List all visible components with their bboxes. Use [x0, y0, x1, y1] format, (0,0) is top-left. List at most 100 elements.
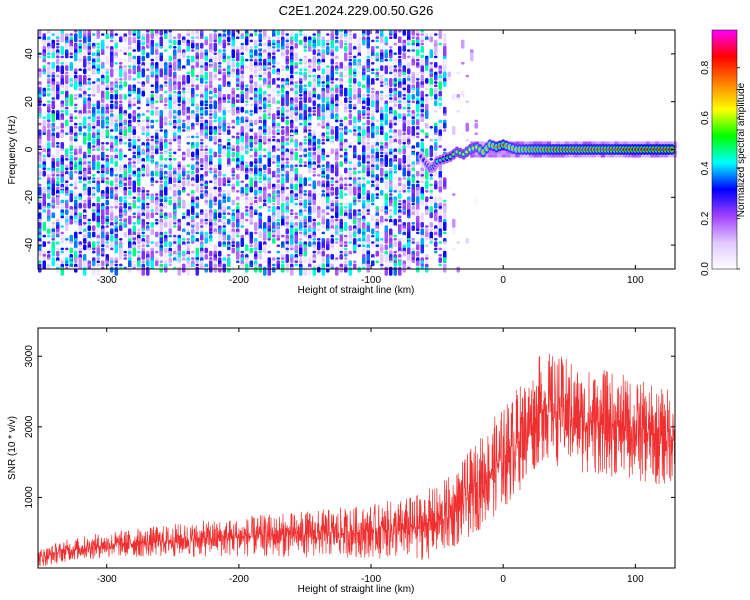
- heatmap-cell: [281, 174, 285, 177]
- heatmap-cell: [438, 49, 442, 55]
- heatmap-cell: [488, 151, 493, 155]
- heatmap-cell: [146, 52, 150, 59]
- heatmap-cell: [254, 196, 258, 199]
- heatmap-cell: [438, 122, 442, 129]
- heatmap-cell: [83, 241, 87, 244]
- heatmap-cell: [339, 154, 343, 158]
- heatmap-cell: [366, 132, 370, 139]
- heatmap-cell: [209, 148, 213, 155]
- heatmap-cell: [344, 39, 348, 43]
- heatmap-cell: [308, 231, 312, 235]
- heatmap-cell: [434, 100, 438, 107]
- heatmap-cell: [164, 206, 168, 209]
- heatmap-cell: [456, 110, 460, 113]
- heatmap-cell: [393, 58, 397, 62]
- heatmap-cell: [173, 234, 177, 238]
- heatmap-cell: [348, 260, 352, 267]
- heatmap-cell: [177, 180, 181, 183]
- heatmap-cell: [204, 103, 208, 107]
- heatmap-cell: [353, 84, 357, 94]
- heatmap-cell: [429, 183, 433, 187]
- heatmap-cell: [146, 30, 150, 33]
- heatmap-cell: [231, 62, 235, 68]
- heatmap-cell: [240, 68, 244, 71]
- heatmap-cell: [515, 141, 520, 145]
- heatmap-cell: [330, 129, 334, 135]
- heatmap-cell: [258, 58, 262, 62]
- heatmap-cell: [375, 74, 379, 78]
- heatmap-cell: [105, 36, 109, 39]
- heatmap-cell: [123, 113, 127, 116]
- heatmap-cell: [465, 100, 469, 103]
- heatmap-cell: [357, 119, 361, 123]
- heatmap-cell: [186, 135, 190, 139]
- heatmap-cell: [191, 241, 195, 244]
- heatmap-cell: [83, 186, 87, 190]
- heatmap-cell: [87, 52, 91, 55]
- heatmap-cell: [321, 154, 325, 161]
- heatmap-cell: [101, 129, 105, 139]
- heatmap-cell: [60, 225, 64, 228]
- heatmap-cell: [150, 58, 154, 62]
- heatmap-cell: [47, 52, 51, 55]
- heatmap-cell: [254, 113, 258, 119]
- heatmap-cell: [366, 170, 370, 177]
- heatmap-cell: [96, 84, 100, 94]
- heatmap-cell: [123, 196, 127, 199]
- heatmap-cell: [299, 266, 303, 276]
- heatmap-cell: [272, 212, 276, 215]
- heatmap-cell: [236, 81, 240, 84]
- heatmap-cell: [407, 84, 411, 94]
- heatmap-cell: [407, 49, 411, 52]
- heatmap-cell: [276, 90, 280, 94]
- heatmap-cell: [227, 110, 231, 113]
- heatmap-cell: [569, 154, 574, 158]
- heatmap-cell: [393, 158, 397, 161]
- heatmap-cell: [321, 250, 325, 257]
- heatmap-cell: [420, 42, 424, 46]
- heatmap-cell: [429, 84, 433, 87]
- heatmap-cell: [42, 151, 46, 155]
- heatmap-cell: [371, 244, 375, 247]
- heatmap-cell: [254, 254, 258, 257]
- heatmap-cell: [240, 250, 244, 254]
- heatmap-cell: [164, 186, 168, 196]
- heatmap-cell: [416, 135, 420, 139]
- heatmap-cell: [456, 71, 460, 75]
- heatmap-cell: [87, 148, 91, 155]
- heatmap-cell: [204, 145, 208, 148]
- heatmap-cell: [294, 202, 298, 206]
- heatmap-cell: [663, 141, 669, 145]
- heatmap-cell: [285, 81, 289, 84]
- heatmap-cell: [407, 55, 411, 59]
- heatmap-cell: [213, 132, 217, 135]
- heatmap-cell: [132, 129, 136, 135]
- heatmap-cell: [519, 141, 525, 145]
- heatmap-cell: [276, 196, 280, 206]
- heatmap-cell: [164, 119, 168, 123]
- heatmap-cell: [74, 164, 78, 167]
- heatmap-cell: [614, 154, 619, 158]
- heatmap-cell: [186, 177, 190, 180]
- heatmap-cell: [74, 228, 78, 231]
- heatmap-cell: [344, 234, 348, 238]
- heatmap-cell: [321, 186, 325, 190]
- heatmap-cell: [389, 145, 393, 148]
- heatmap-cell: [159, 100, 163, 103]
- heatmap-cell: [56, 36, 60, 39]
- heatmap-cell: [375, 260, 379, 263]
- heatmap-cell: [335, 186, 339, 196]
- heatmap-cell: [56, 145, 60, 148]
- heatmap-cell: [335, 154, 339, 161]
- heatmap-cell: [123, 58, 127, 62]
- heatmap-cell: [348, 100, 352, 103]
- heatmap-cell: [254, 212, 258, 215]
- heatmap-cell: [402, 190, 406, 193]
- heatmap-cell: [137, 158, 141, 164]
- heatmap-cell: [65, 106, 69, 110]
- heatmap-cell: [227, 183, 231, 187]
- heatmap-cell: [357, 199, 361, 203]
- heatmap-cell: [348, 209, 352, 212]
- heatmap-cell: [168, 100, 172, 110]
